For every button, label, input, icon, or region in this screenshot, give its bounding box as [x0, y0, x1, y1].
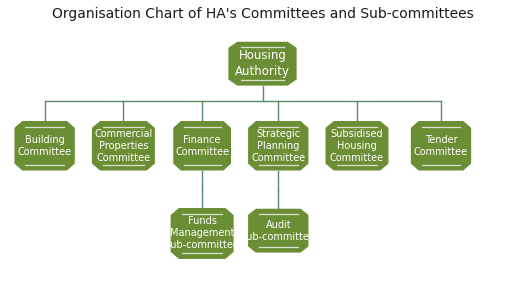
- Polygon shape: [92, 121, 155, 170]
- Polygon shape: [173, 121, 231, 170]
- Polygon shape: [326, 121, 388, 170]
- Text: Building
Committee: Building Committee: [17, 135, 72, 157]
- Polygon shape: [171, 208, 234, 259]
- Text: Commercial
Properties
Committee: Commercial Properties Committee: [94, 129, 152, 163]
- Text: Audit
Sub-committee: Audit Sub-committee: [241, 220, 316, 242]
- Text: Strategic
Planning
Committee: Strategic Planning Committee: [251, 129, 306, 163]
- Text: Finance
Committee: Finance Committee: [175, 135, 229, 157]
- Polygon shape: [15, 121, 75, 170]
- Text: Funds
Management
Sub-committee: Funds Management Sub-committee: [165, 216, 239, 250]
- Polygon shape: [248, 209, 309, 252]
- Text: Tender
Committee: Tender Committee: [414, 135, 468, 157]
- Text: Subsidised
Housing
Committee: Subsidised Housing Committee: [330, 129, 384, 163]
- Polygon shape: [411, 121, 471, 170]
- Polygon shape: [248, 121, 309, 170]
- Polygon shape: [228, 42, 297, 85]
- Text: Organisation Chart of HA's Committees and Sub-committees: Organisation Chart of HA's Committees an…: [51, 7, 474, 21]
- Text: Housing
Authority: Housing Authority: [235, 50, 290, 78]
